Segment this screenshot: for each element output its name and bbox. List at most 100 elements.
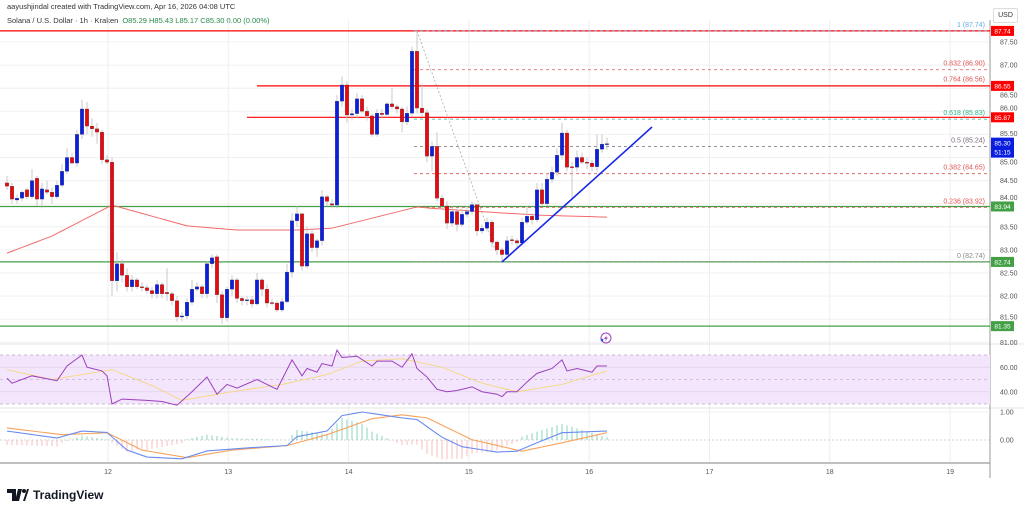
candle (390, 88, 394, 109)
candle-body (440, 198, 444, 207)
candle (35, 175, 39, 207)
candle-body (255, 279, 259, 305)
candle (95, 122, 99, 144)
candle-body (190, 289, 194, 303)
macd-tick-label: 0.00 (1000, 438, 1014, 445)
candle (200, 284, 204, 299)
candle-body (380, 113, 384, 115)
candle (355, 92, 359, 119)
candle (125, 268, 129, 292)
candle-body (95, 128, 99, 133)
candle (240, 296, 244, 306)
time-tick-label: 19 (946, 469, 954, 476)
alert-icon-bolt (604, 335, 608, 342)
price-level-tag (991, 112, 1014, 123)
symbol-name: Solana / U.S. Dollar · 1h · Kraken (7, 16, 119, 25)
candle-body (415, 51, 419, 109)
candle (380, 108, 384, 119)
price-level-tag-label: 81.35 (994, 324, 1011, 331)
current-price-tag (991, 137, 1014, 158)
time-tick-label: 14 (345, 469, 353, 476)
price-tick-label: 81.00 (1000, 340, 1018, 347)
candle (205, 261, 209, 299)
candle-body (310, 233, 314, 248)
candle-body (150, 290, 154, 294)
candle (170, 291, 174, 306)
candle (135, 277, 139, 290)
candle (460, 208, 464, 227)
candle-body (385, 103, 389, 115)
candle-body (500, 249, 504, 255)
candle-body (360, 98, 364, 112)
price-level-tag-label: 87.74 (994, 28, 1011, 35)
candle-body (270, 302, 274, 304)
candle-body (115, 263, 119, 281)
candle (20, 189, 24, 202)
candle-body (250, 299, 254, 305)
candle-body (90, 125, 94, 129)
candle (340, 76, 344, 107)
candle-body (445, 205, 449, 224)
candle (85, 102, 89, 135)
candle (285, 263, 289, 304)
candle-body (110, 161, 114, 281)
candle (215, 254, 219, 304)
price-tick-label: 85.50 (1000, 131, 1018, 138)
candle (360, 95, 364, 114)
candle (185, 298, 189, 320)
tradingview-logo: TradingView (7, 488, 103, 502)
candle (330, 199, 334, 209)
candle (430, 141, 434, 172)
candle-body (480, 228, 484, 232)
alert-icon-dot (600, 338, 604, 342)
candle (505, 236, 509, 260)
candle-body (25, 189, 29, 197)
fib-level-label: 0.5 (85.24) (951, 137, 985, 144)
candle (265, 284, 269, 308)
candle (395, 104, 399, 114)
candle (545, 173, 549, 207)
candle-body (5, 182, 9, 187)
candle (590, 159, 594, 172)
candle (375, 108, 379, 137)
candle-body (475, 204, 479, 232)
candle (90, 118, 94, 137)
macd-line (6, 411, 608, 460)
rsi-tick-label: 40.00 (1000, 389, 1018, 396)
price-tick-label: 83.00 (1000, 247, 1018, 254)
candle (440, 194, 444, 209)
price-level-tag (991, 25, 1014, 36)
candle-body (290, 220, 294, 273)
currency-button[interactable]: USD (993, 8, 1018, 23)
candle (490, 219, 494, 248)
candle-body (350, 113, 354, 116)
candle-body (355, 98, 359, 114)
candle (110, 157, 114, 297)
candle-body (55, 185, 59, 197)
candle (290, 212, 294, 278)
candle-body (575, 157, 579, 168)
candle-body (550, 172, 554, 180)
candle-body (300, 213, 304, 267)
candle (245, 296, 249, 306)
candle (50, 187, 54, 204)
candle-body (80, 108, 84, 135)
price-level-tag (991, 256, 1014, 267)
lightning-alert-icon[interactable] (600, 332, 612, 344)
trendline (501, 126, 653, 263)
price-level-tag (991, 80, 1014, 91)
candle (45, 180, 49, 195)
candle-body (430, 146, 434, 157)
candle (325, 194, 329, 207)
candle (175, 296, 179, 322)
candle-body (220, 294, 224, 318)
candle-body (395, 106, 399, 110)
candle (400, 106, 404, 133)
candle-body (490, 222, 494, 243)
candle-body (265, 289, 269, 304)
symbol-legend: Solana / U.S. Dollar · 1h · Kraken O85.29… (7, 16, 270, 25)
chart-credit: aayushjindal created with TradingView.co… (7, 2, 236, 11)
candle-body (130, 279, 134, 287)
candle (15, 194, 19, 204)
